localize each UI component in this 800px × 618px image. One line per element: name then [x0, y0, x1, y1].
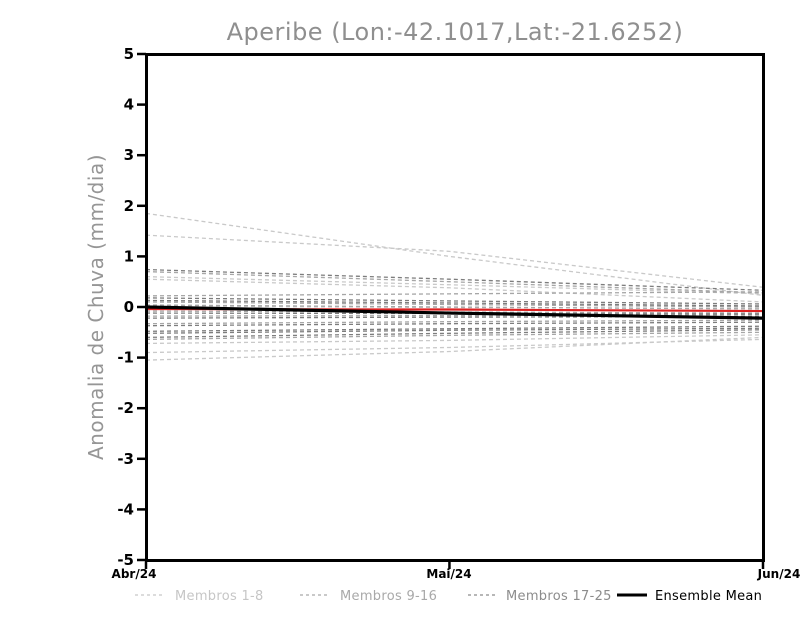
member-line	[145, 297, 764, 305]
member-line	[145, 278, 764, 303]
member-line	[145, 334, 764, 345]
y-tick-label: 4	[124, 96, 134, 114]
y-tick-label: -3	[117, 450, 134, 468]
member-line	[145, 331, 764, 341]
member-line	[145, 338, 764, 354]
member-line	[145, 291, 764, 297]
x-tick-label: Abr/24	[112, 567, 157, 581]
y-tick-label: 5	[124, 45, 134, 63]
y-tick-label: 0	[124, 298, 134, 316]
x-tick-label: Jun/24	[757, 567, 800, 581]
y-tick-label: 3	[124, 146, 134, 164]
y-tick-label: 2	[124, 197, 134, 215]
main-lines-group	[145, 305, 764, 320]
member-line	[145, 304, 764, 310]
legend-label: Membros 9-16	[340, 589, 437, 604]
member-line	[145, 212, 764, 297]
member-line	[145, 329, 764, 339]
legend: Membros 1-8 Membros 9-16 Membros 17-25 Ense…	[135, 589, 762, 604]
y-tick-label: -4	[117, 500, 134, 518]
plot-frame	[145, 53, 765, 562]
member-line	[145, 336, 764, 361]
member-lines-group	[145, 212, 764, 361]
member-line	[145, 275, 764, 295]
member-line	[145, 325, 764, 332]
y-tick-label: -5	[117, 551, 134, 569]
member-line	[145, 327, 764, 334]
member-line	[145, 321, 764, 327]
y-tick-label: -2	[117, 399, 134, 417]
member-line	[145, 301, 764, 308]
member-line	[145, 270, 764, 294]
ensemble-mean-line	[145, 305, 764, 320]
y-axis-ticks: 5 4 3 2 1 0 -1 -2 -3 -4 -5	[117, 45, 146, 569]
y-axis-label: Anomalia de Chuva (mm/dia)	[84, 154, 108, 460]
x-axis-ticks: Abr/24 Mai/24 Jun/24	[112, 561, 800, 581]
legend-label: Ensemble Mean	[655, 589, 762, 604]
legend-label: Membros 17-25	[506, 589, 612, 604]
member-line	[145, 234, 764, 288]
y-tick-label: -1	[117, 349, 134, 367]
y-tick-label: 1	[124, 247, 134, 265]
x-tick-label: Mai/24	[426, 567, 471, 581]
chart-title: Aperibe (Lon:-42.1017,Lat:-21.6252)	[227, 18, 684, 46]
legend-label: Membros 1-8	[175, 589, 264, 604]
member-line	[145, 319, 764, 325]
member-line	[145, 268, 764, 291]
member-line	[145, 299, 764, 307]
